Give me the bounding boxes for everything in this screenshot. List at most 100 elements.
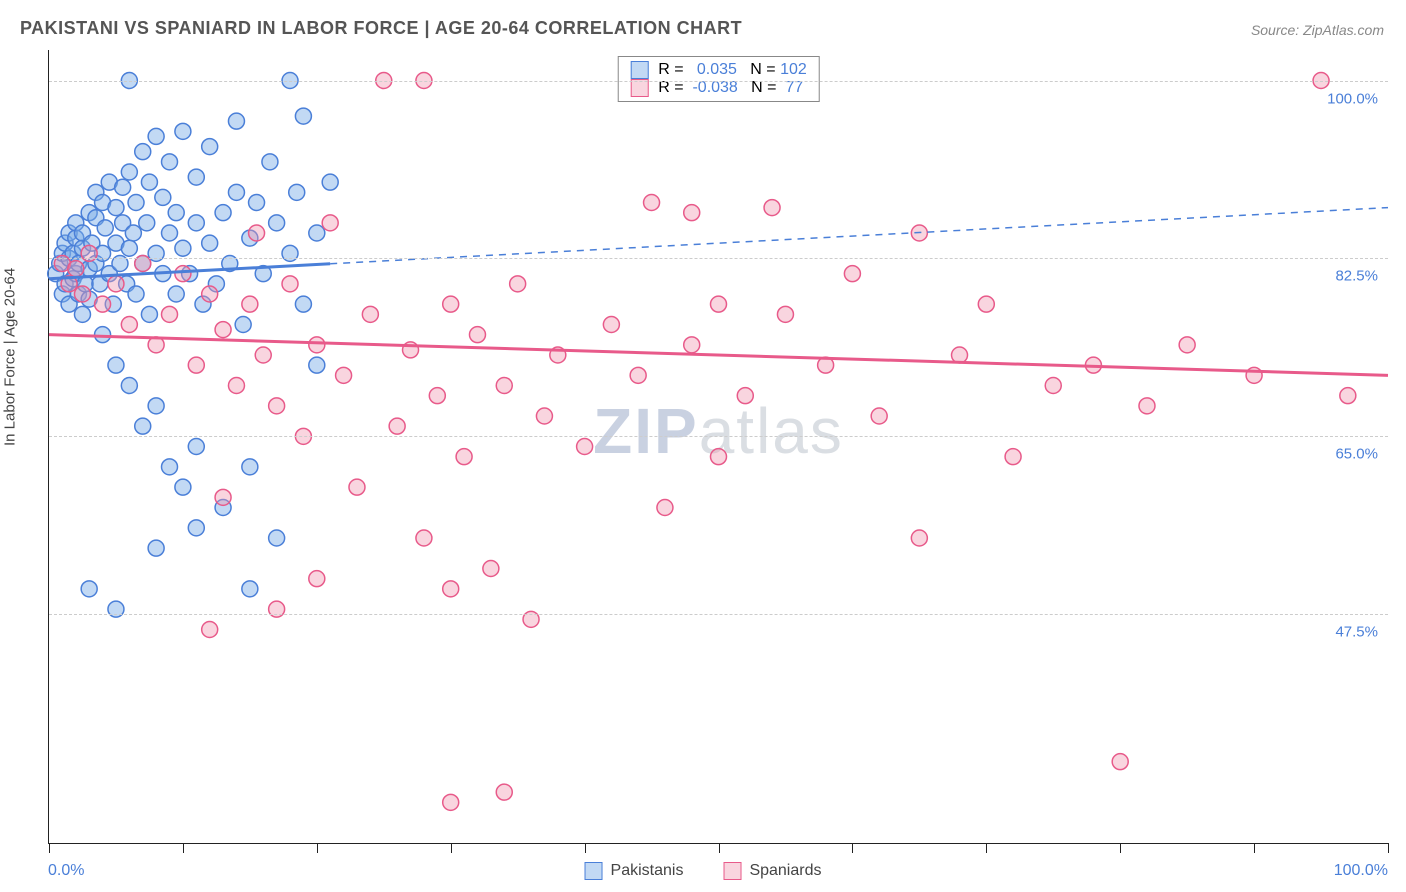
scatter-point bbox=[1045, 378, 1061, 394]
scatter-point bbox=[282, 276, 298, 292]
scatter-point bbox=[249, 225, 265, 241]
scatter-point bbox=[202, 139, 218, 155]
scatter-point bbox=[684, 205, 700, 221]
scatter-point bbox=[309, 337, 325, 353]
scatter-point bbox=[108, 276, 124, 292]
legend-swatch bbox=[723, 862, 741, 880]
scatter-point bbox=[128, 286, 144, 302]
scatter-point bbox=[175, 266, 191, 282]
scatter-point bbox=[443, 581, 459, 597]
scatter-point bbox=[269, 530, 285, 546]
x-axis-max-label: 100.0% bbox=[1334, 862, 1388, 880]
scatter-point bbox=[255, 347, 271, 363]
scatter-point bbox=[175, 123, 191, 139]
scatter-point bbox=[1139, 398, 1155, 414]
scatter-point bbox=[952, 347, 968, 363]
y-tick-label: 82.5% bbox=[1335, 268, 1378, 285]
scatter-point bbox=[262, 154, 278, 170]
scatter-point bbox=[188, 520, 204, 536]
scatter-point bbox=[510, 276, 526, 292]
scatter-point bbox=[295, 108, 311, 124]
bottom-legend-item: Pakistanis bbox=[585, 862, 684, 880]
scatter-point bbox=[215, 322, 231, 338]
x-tick bbox=[585, 843, 586, 853]
scatter-point bbox=[657, 500, 673, 516]
scatter-point bbox=[362, 306, 378, 322]
y-tick-label: 47.5% bbox=[1335, 624, 1378, 641]
x-tick bbox=[451, 843, 452, 853]
x-tick bbox=[1120, 843, 1121, 853]
scatter-point bbox=[711, 296, 727, 312]
scatter-point bbox=[121, 378, 137, 394]
scatter-point bbox=[125, 225, 141, 241]
x-tick bbox=[317, 843, 318, 853]
x-tick bbox=[49, 843, 50, 853]
scatter-point bbox=[81, 581, 97, 597]
scatter-point bbox=[289, 184, 305, 200]
scatter-point bbox=[148, 540, 164, 556]
scatter-point bbox=[295, 296, 311, 312]
scatter-point bbox=[577, 439, 593, 455]
scatter-point bbox=[871, 408, 887, 424]
scatter-point bbox=[148, 128, 164, 144]
scatter-point bbox=[74, 306, 90, 322]
scatter-point bbox=[148, 398, 164, 414]
scatter-point bbox=[202, 622, 218, 638]
stats-legend-row: R = -0.038 N = 77 bbox=[630, 79, 807, 97]
scatter-point bbox=[322, 215, 338, 231]
scatter-point bbox=[108, 357, 124, 373]
scatter-point bbox=[684, 337, 700, 353]
x-axis-min-label: 0.0% bbox=[48, 862, 84, 880]
scatter-point bbox=[349, 479, 365, 495]
scatter-point bbox=[1112, 754, 1128, 770]
scatter-point bbox=[322, 174, 338, 190]
y-axis-label: In Labor Force | Age 20-64 bbox=[2, 268, 19, 446]
y-tick-label: 100.0% bbox=[1327, 90, 1378, 107]
scatter-point bbox=[1005, 449, 1021, 465]
legend-swatch bbox=[585, 862, 603, 880]
scatter-point bbox=[155, 189, 171, 205]
bottom-legend-label: Spaniards bbox=[749, 862, 821, 880]
scatter-point bbox=[496, 378, 512, 394]
scatter-point bbox=[429, 388, 445, 404]
stats-legend: R = 0.035 N = 102R = -0.038 N = 77 bbox=[617, 56, 820, 102]
chart-title: PAKISTANI VS SPANIARD IN LABOR FORCE | A… bbox=[20, 18, 742, 39]
legend-swatch bbox=[630, 61, 648, 79]
scatter-point bbox=[269, 398, 285, 414]
scatter-point bbox=[162, 306, 178, 322]
scatter-point bbox=[188, 439, 204, 455]
scatter-point bbox=[443, 296, 459, 312]
scatter-point bbox=[162, 459, 178, 475]
scatter-point bbox=[309, 225, 325, 241]
gridline-h bbox=[49, 436, 1388, 437]
x-tick bbox=[719, 843, 720, 853]
stats-text: R = -0.038 N = 77 bbox=[658, 79, 803, 97]
scatter-point bbox=[188, 215, 204, 231]
scatter-point bbox=[228, 378, 244, 394]
gridline-h bbox=[49, 81, 1388, 82]
scatter-point bbox=[141, 306, 157, 322]
scatter-point bbox=[309, 571, 325, 587]
scatter-point bbox=[95, 296, 111, 312]
scatter-point bbox=[309, 357, 325, 373]
scatter-point bbox=[844, 266, 860, 282]
scatter-point bbox=[188, 357, 204, 373]
scatter-point bbox=[202, 286, 218, 302]
bottom-legend: Pakistanis Spaniards bbox=[585, 862, 822, 880]
scatter-point bbox=[443, 794, 459, 810]
scatter-point bbox=[168, 205, 184, 221]
scatter-point bbox=[162, 154, 178, 170]
scatter-point bbox=[496, 784, 512, 800]
scatter-point bbox=[235, 317, 251, 333]
stats-text: R = 0.035 N = 102 bbox=[658, 61, 807, 79]
trendline-dashed bbox=[330, 208, 1388, 264]
scatter-point bbox=[128, 195, 144, 211]
scatter-point bbox=[389, 418, 405, 434]
scatter-point bbox=[242, 459, 258, 475]
scatter-point bbox=[68, 261, 84, 277]
scatter-point bbox=[1340, 388, 1356, 404]
scatter-point bbox=[115, 179, 131, 195]
stats-legend-row: R = 0.035 N = 102 bbox=[630, 61, 807, 79]
x-tick bbox=[1388, 843, 1389, 853]
y-tick-label: 65.0% bbox=[1335, 446, 1378, 463]
